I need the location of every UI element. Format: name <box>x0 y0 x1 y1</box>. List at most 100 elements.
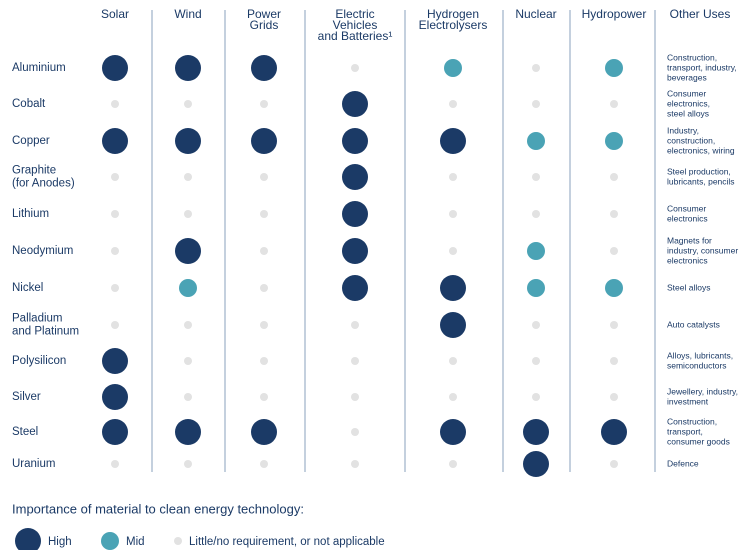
other-uses: electronics <box>667 255 708 265</box>
column-header: Wind <box>174 7 201 21</box>
column-header: Electrolysers <box>419 18 488 32</box>
importance-dot <box>102 128 128 154</box>
importance-dot <box>449 247 457 255</box>
importance-dot <box>184 210 192 218</box>
importance-dot <box>527 242 545 260</box>
importance-dot <box>175 419 201 445</box>
importance-dot <box>449 393 457 401</box>
other-uses: beverages <box>667 72 707 82</box>
legend-label: Little/no requirement, or not applicable <box>189 536 385 548</box>
other-uses: transport, industry, <box>667 62 737 72</box>
importance-dot <box>184 393 192 401</box>
row-label: Polysilicon <box>12 355 66 367</box>
importance-dot <box>342 164 368 190</box>
importance-dot <box>251 55 277 81</box>
importance-dot <box>251 419 277 445</box>
importance-dot <box>175 55 201 81</box>
importance-dot <box>260 173 268 181</box>
column-header: Power <box>247 7 281 21</box>
column-header: Hydrogen <box>427 7 479 21</box>
row-label: Lithium <box>12 208 49 220</box>
other-uses: lubricants, pencils <box>667 176 735 186</box>
importance-dot <box>610 393 618 401</box>
other-uses: Magnets for <box>667 235 712 245</box>
row-label: Silver <box>12 391 41 403</box>
other-uses: consumer goods <box>667 436 730 446</box>
column-header: and Batteries¹ <box>318 29 393 43</box>
other-uses: electronics, wiring <box>667 145 735 155</box>
row-label: Steel <box>12 426 38 438</box>
row-label: and Platinum <box>12 326 79 338</box>
importance-dot <box>342 275 368 301</box>
importance-dot <box>449 460 457 468</box>
importance-dot <box>449 210 457 218</box>
column-header: Nuclear <box>515 7 556 21</box>
other-uses: construction, <box>667 135 715 145</box>
importance-dot <box>351 428 359 436</box>
importance-dot <box>111 284 119 292</box>
legend-swatch <box>15 528 41 550</box>
importance-dot <box>175 238 201 264</box>
importance-dot <box>449 357 457 365</box>
importance-dot <box>351 357 359 365</box>
importance-dot <box>532 357 540 365</box>
importance-dot <box>260 100 268 108</box>
importance-dot <box>342 91 368 117</box>
importance-dot <box>532 173 540 181</box>
legend-title: Importance of material to clean energy t… <box>12 501 304 516</box>
column-header: Other Uses <box>670 7 731 21</box>
importance-dot <box>444 59 462 77</box>
importance-dot <box>610 210 618 218</box>
other-uses: steel alloys <box>667 108 709 118</box>
legend-label: High <box>48 536 72 548</box>
importance-dot <box>532 321 540 329</box>
importance-dot <box>111 247 119 255</box>
importance-dot <box>111 173 119 181</box>
row-label: Aluminium <box>12 62 66 74</box>
other-uses: industry, consumer <box>667 245 738 255</box>
importance-dot <box>111 460 119 468</box>
other-uses: Industry, <box>667 125 699 135</box>
legend-swatch <box>174 537 182 545</box>
importance-dot <box>102 348 128 374</box>
importance-dot <box>351 64 359 72</box>
importance-dot <box>610 173 618 181</box>
importance-dot <box>532 393 540 401</box>
importance-dot <box>342 238 368 264</box>
column-header: Hydropower <box>582 7 647 21</box>
importance-dot <box>527 279 545 297</box>
other-uses: electronics <box>667 213 708 223</box>
importance-dot <box>179 279 197 297</box>
importance-dot <box>184 100 192 108</box>
importance-dot <box>184 460 192 468</box>
importance-dot <box>351 321 359 329</box>
importance-dot <box>184 357 192 365</box>
importance-dot <box>449 100 457 108</box>
importance-dot <box>605 132 623 150</box>
row-label: Neodymium <box>12 245 73 257</box>
other-uses: Consumer <box>667 88 706 98</box>
other-uses: investment <box>667 396 709 406</box>
column-header: Vehicles <box>333 18 378 32</box>
importance-dot <box>260 460 268 468</box>
importance-dot <box>351 460 359 468</box>
importance-dot <box>601 419 627 445</box>
importance-dot <box>342 201 368 227</box>
importance-dot <box>532 210 540 218</box>
importance-dot <box>523 451 549 477</box>
importance-dot <box>111 210 119 218</box>
other-uses: Construction, <box>667 416 717 426</box>
legend-swatch <box>101 532 119 550</box>
importance-dot <box>610 247 618 255</box>
row-label: Graphite <box>12 165 56 177</box>
legend-label: Mid <box>126 536 145 548</box>
importance-dot <box>532 64 540 72</box>
importance-dot <box>342 128 368 154</box>
other-uses: Construction, <box>667 52 717 62</box>
importance-dot <box>527 132 545 150</box>
other-uses: Auto catalysts <box>667 319 720 329</box>
other-uses: semiconductors <box>667 360 727 370</box>
importance-dot <box>610 100 618 108</box>
row-label: Cobalt <box>12 98 46 110</box>
column-header: Electric <box>335 7 374 21</box>
